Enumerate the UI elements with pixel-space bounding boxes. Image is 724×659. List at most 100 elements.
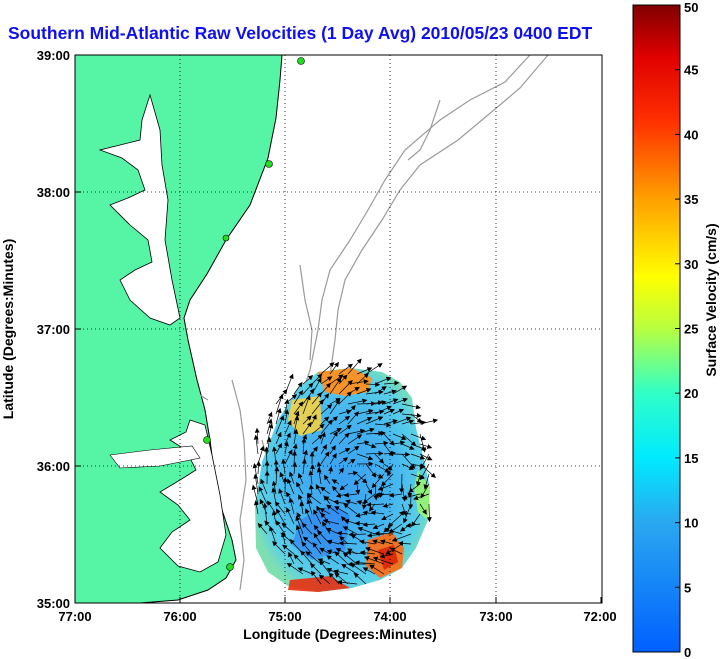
- velocity-arrow: [316, 467, 322, 485]
- velocity-arrow: [398, 510, 412, 516]
- velocity-arrow: [295, 524, 304, 545]
- colorbar-tick-label: 25: [684, 322, 698, 337]
- velocity-arrow: [419, 453, 433, 461]
- velocity-arrow: [392, 385, 408, 395]
- velocity-arrow: [362, 567, 376, 575]
- station-marker: [297, 57, 305, 65]
- velocity-arrow: [401, 433, 417, 447]
- speed-hotspot-northwest: [288, 396, 322, 436]
- velocity-arrow: [275, 508, 286, 525]
- velocity-arrow: [338, 379, 353, 395]
- velocity-arrow: [329, 361, 339, 375]
- velocity-arrow: [320, 431, 326, 445]
- velocity-arrow: [381, 513, 394, 520]
- velocity-arrow: [284, 441, 289, 455]
- velocity-arrow: [354, 560, 376, 566]
- velocity-arrow: [320, 486, 331, 495]
- velocity-arrow: [334, 506, 349, 515]
- velocity-arrow: [401, 419, 415, 425]
- velocity-arrow: [392, 408, 405, 415]
- velocity-arrow: [320, 416, 330, 425]
- velocity-arrow: [320, 362, 335, 375]
- velocity-arrow: [288, 471, 295, 485]
- velocity-arrow: [353, 572, 367, 585]
- velocity-arrow: [365, 389, 384, 395]
- velocity-arrow: [338, 467, 345, 475]
- velocity-arrow: [347, 458, 356, 465]
- velocity-arrow: [383, 389, 397, 395]
- velocity-arrow: [305, 508, 313, 525]
- lon-tick-label: 75:00: [268, 609, 301, 624]
- colorbar-tick-label: 15: [684, 451, 698, 466]
- velocity-arrow: [338, 540, 358, 546]
- velocity-arrow: [391, 533, 412, 542]
- velocity-arrow: [357, 526, 376, 535]
- velocity-arrow: [320, 382, 331, 395]
- velocity-arrow: [365, 450, 384, 456]
- velocity-arrow: [383, 380, 400, 386]
- velocity-arrow: [284, 419, 292, 435]
- velocity-arrow: [320, 451, 330, 465]
- lon-tick-label: 73:00: [479, 609, 512, 624]
- velocity-arrow: [293, 554, 304, 565]
- velocity-arrow: [334, 551, 349, 565]
- velocity-arrow: [275, 442, 282, 455]
- velocity-arrow: [329, 453, 337, 465]
- velocity-arrow: [329, 445, 336, 455]
- velocity-arrow: [347, 434, 363, 445]
- velocity-arrow: [329, 399, 341, 415]
- velocity-arrow: [374, 453, 385, 464]
- velocity-arrow: [326, 555, 340, 565]
- velocity-arrow: [286, 562, 304, 575]
- velocity-arrow: [311, 414, 317, 425]
- velocity-arrow: [401, 443, 415, 450]
- velocity-arrow: [288, 551, 295, 565]
- velocity-arrow: [326, 539, 340, 545]
- velocity-arrow: [338, 391, 352, 405]
- velocity-arrow: [284, 409, 290, 425]
- velocity-arrow: [356, 453, 374, 461]
- velocity-arrow: [368, 503, 376, 512]
- velocity-arrow: [271, 510, 277, 525]
- velocity-arrow: [356, 408, 374, 415]
- velocity-arrow: [392, 433, 407, 440]
- velocity-arrow: [297, 567, 313, 575]
- lat-tick-label: 39:00: [37, 48, 70, 63]
- velocity-arrow: [392, 451, 411, 457]
- velocity-arrow: [343, 503, 358, 515]
- colorbar-tick-label: 45: [684, 63, 698, 78]
- velocity-arrow: [356, 388, 372, 395]
- lat-tick-label: 38:00: [37, 185, 70, 200]
- velocity-arrow: [366, 502, 385, 508]
- lat-tick-label: 36:00: [37, 459, 70, 474]
- station-marker: [265, 160, 273, 168]
- velocity-arrow: [292, 461, 298, 475]
- velocity-arrow: [328, 466, 333, 475]
- velocity-arrow: [356, 500, 367, 505]
- lat-tick-label: 37:00: [37, 322, 70, 337]
- velocity-arrow: [337, 579, 358, 585]
- velocity-arrow: [313, 532, 322, 545]
- velocity-arrow: [302, 421, 312, 435]
- velocity-arrow: [301, 522, 313, 535]
- lon-tick-label: 72:00: [583, 609, 616, 624]
- velocity-arrow: [388, 523, 403, 534]
- velocity-arrow: [350, 563, 367, 575]
- velocity-arrow: [356, 367, 373, 375]
- velocity-arrow: [286, 507, 295, 525]
- velocity-arrow: [419, 503, 427, 515]
- velocity-arrow: [302, 394, 311, 415]
- velocity-arrow: [362, 493, 376, 504]
- velocity-arrow: [296, 481, 304, 495]
- velocity-arrow: [302, 415, 312, 425]
- velocity-arrow: [306, 498, 313, 515]
- velocity-arrow: [293, 428, 299, 445]
- speed-hotspot-south: [288, 576, 350, 592]
- velocity-arrow: [410, 443, 427, 451]
- velocity-arrow: [320, 444, 328, 455]
- velocity-arrow: [338, 424, 352, 435]
- velocity-arrow: [347, 398, 368, 405]
- velocity-arrow: [347, 358, 362, 375]
- velocity-arrow: [320, 419, 333, 435]
- velocity-arrow: [302, 382, 314, 395]
